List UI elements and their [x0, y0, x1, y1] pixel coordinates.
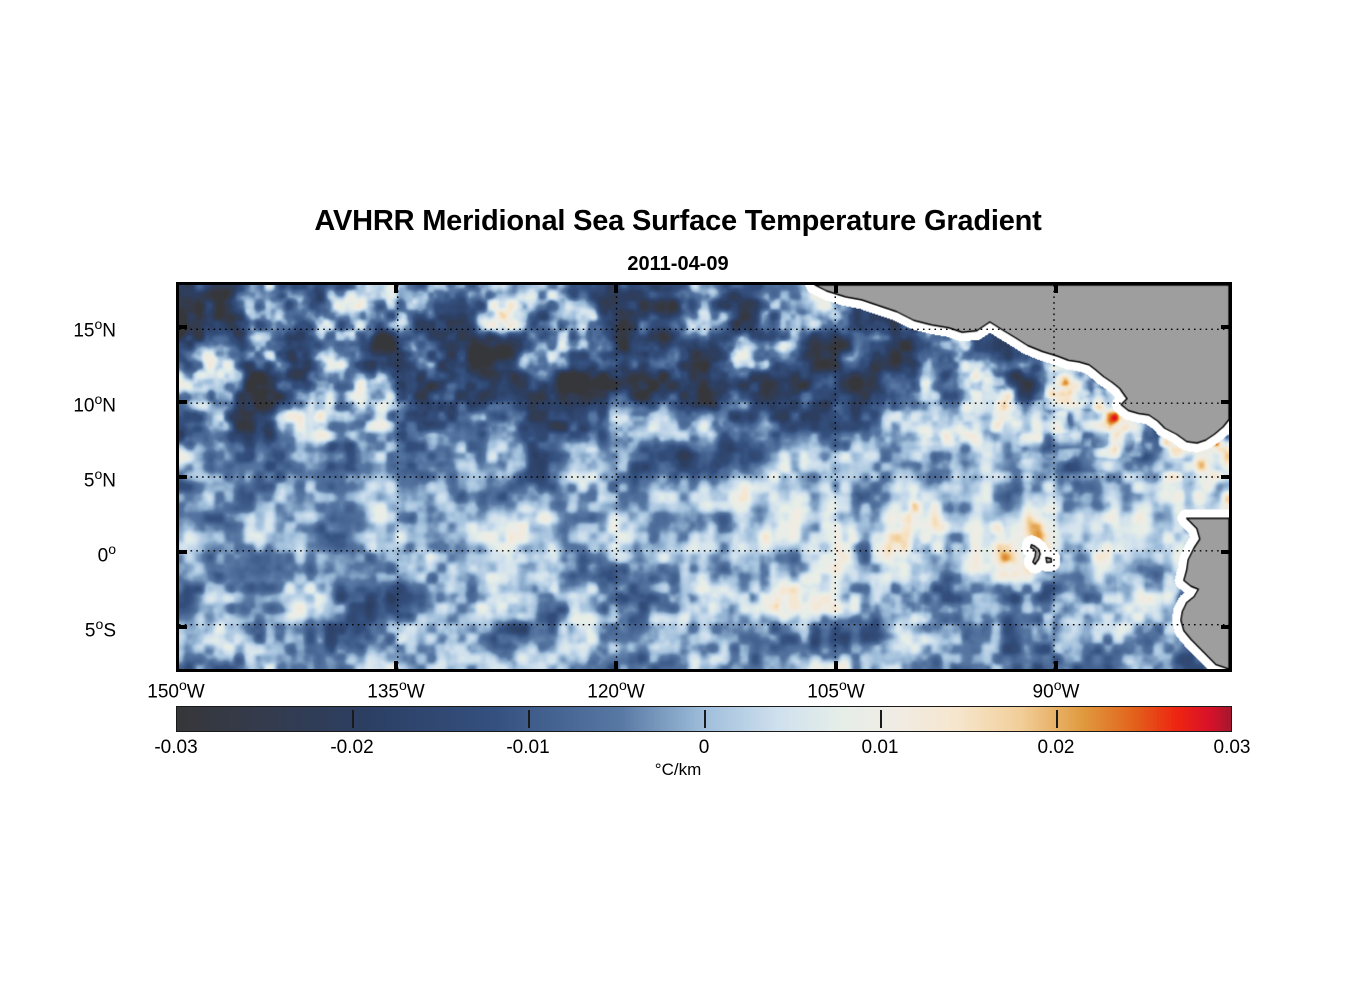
x-axis-tick-label: 105oW	[807, 677, 865, 703]
y-tick-mark	[1221, 475, 1232, 479]
y-axis-tick-label: 5oS	[84, 616, 116, 642]
y-axis-tick-label: 5oN	[83, 466, 116, 492]
x-tick-mark	[834, 282, 838, 293]
y-axis-tick-label: 15oN	[73, 316, 116, 342]
colorbar-tick-label: -0.01	[506, 737, 550, 758]
map-axes[interactable]	[176, 282, 1232, 672]
x-axis-tick-label: 150oW	[147, 677, 205, 703]
y-axis-tick-label: 0o	[97, 541, 116, 567]
x-tick-mark	[834, 661, 838, 672]
page-title: AVHRR Meridional Sea Surface Temperature…	[314, 205, 1042, 237]
y-tick-mark	[176, 400, 187, 404]
x-axis-tick-label: 135oW	[367, 677, 425, 703]
y-tick-mark	[176, 550, 187, 554]
y-tick-mark	[176, 475, 187, 479]
y-tick-mark	[176, 625, 187, 629]
x-tick-mark	[614, 282, 618, 293]
x-tick-mark	[394, 282, 398, 293]
y-tick-mark	[1221, 325, 1232, 329]
x-tick-mark	[1054, 661, 1058, 672]
colorbar-tick-label: 0.02	[1037, 737, 1075, 758]
x-tick-mark	[394, 661, 398, 672]
y-tick-mark	[1221, 625, 1232, 629]
colorbar[interactable]	[176, 706, 1232, 732]
colorbar-tick-label: 0.01	[861, 737, 899, 758]
figure-subtitle-date: 2011-04-09	[627, 253, 729, 275]
y-axis-tick-label: 10oN	[73, 391, 116, 417]
y-tick-mark	[1221, 400, 1232, 404]
y-tick-mark	[1221, 550, 1232, 554]
colorbar-tick-label: 0	[698, 737, 710, 758]
colorbar-gradient	[177, 707, 1231, 731]
map-gridlines-overlay	[179, 285, 1229, 669]
x-axis-tick-label: 90oW	[1032, 677, 1080, 703]
y-tick-mark	[176, 325, 187, 329]
colorbar-unit-label: °C/km	[654, 760, 702, 779]
colorbar-tick-label: -0.02	[330, 737, 374, 758]
colorbar-tick-label: -0.03	[154, 737, 198, 758]
x-tick-mark	[1054, 282, 1058, 293]
x-axis-tick-label: 120oW	[587, 677, 645, 703]
x-tick-mark	[614, 661, 618, 672]
colorbar-tick-label: 0.03	[1213, 737, 1251, 758]
